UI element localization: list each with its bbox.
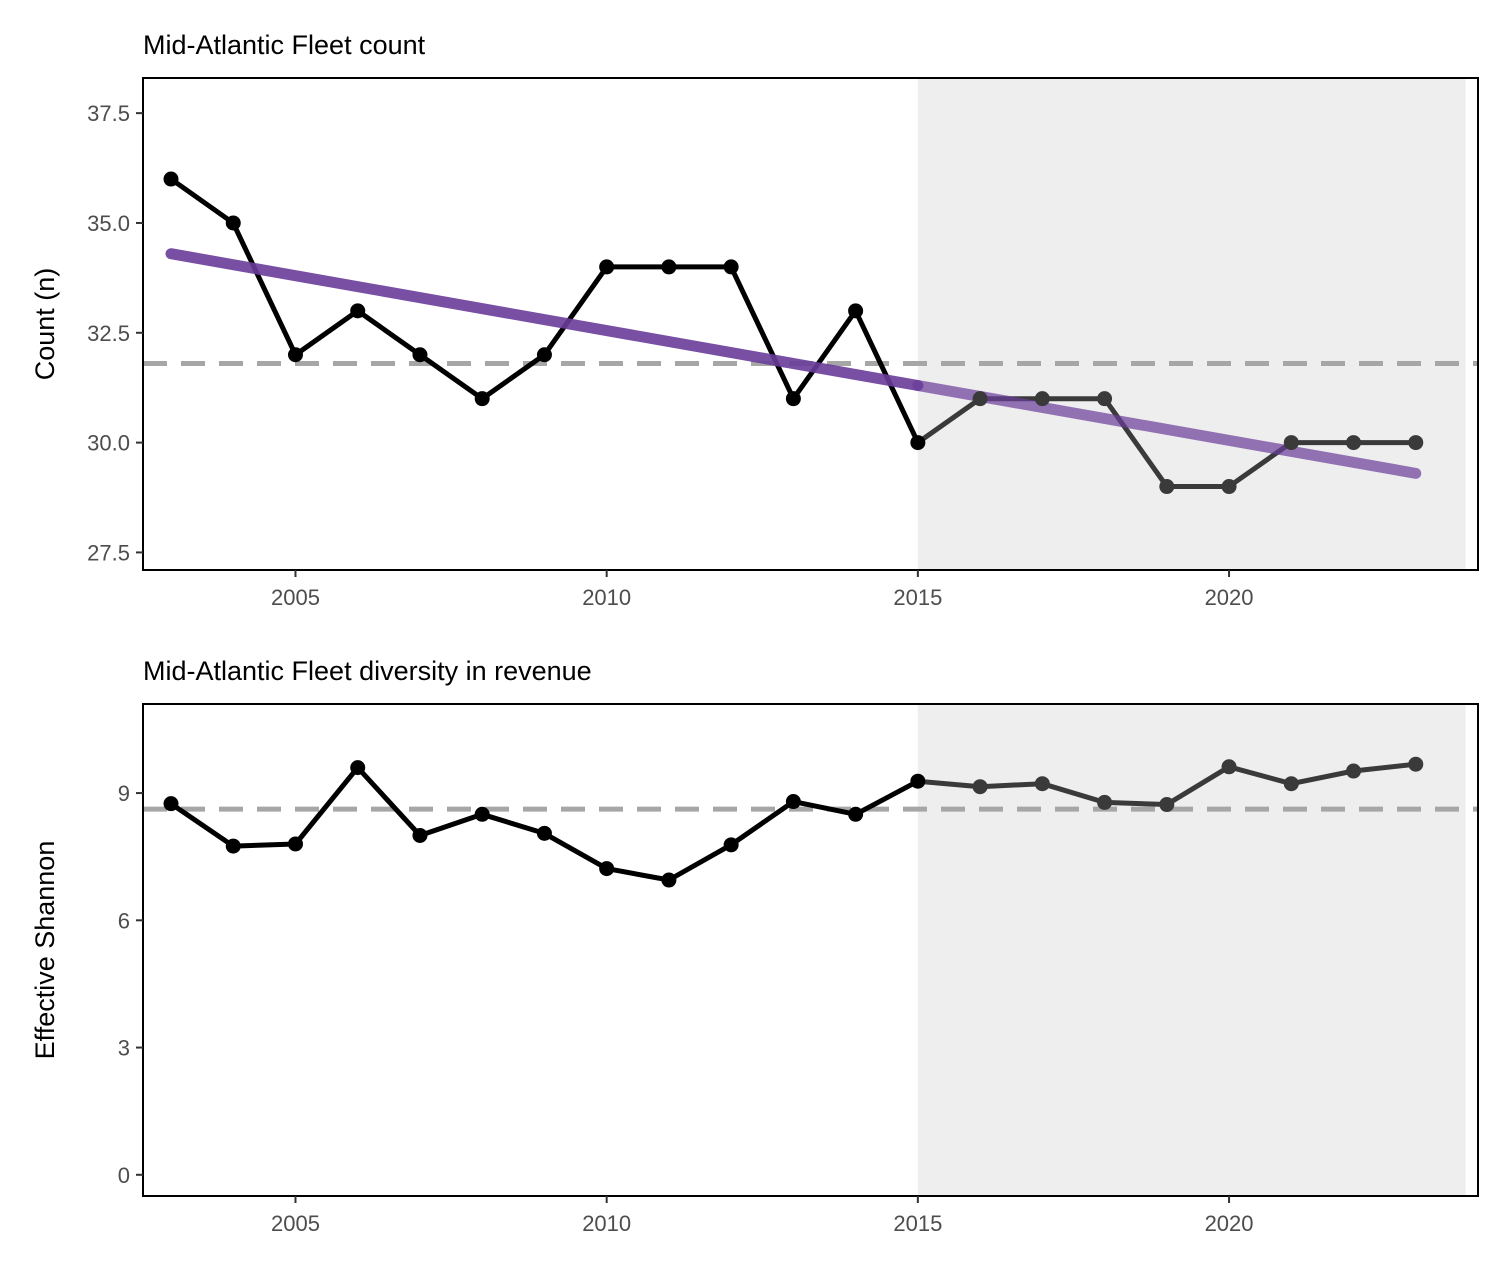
panel-2-data-point <box>972 779 988 795</box>
panel-2-data-point <box>723 837 739 853</box>
panel-1-data-point <box>412 347 428 363</box>
panel-1-data-point <box>163 171 179 187</box>
panel-1-x-tick-label: 2020 <box>1205 585 1254 610</box>
panel-2-data-point <box>163 796 179 812</box>
panel-1-data-point <box>972 391 988 407</box>
panel-1-recent-period-shade <box>917 78 1466 570</box>
panel-1-y-tick-label: 32.5 <box>87 321 130 346</box>
panel-2-x-tick-label: 2005 <box>271 1211 320 1236</box>
panel-2-data-point <box>848 806 864 822</box>
panel-2-data-point <box>474 806 490 822</box>
panel-2-y-tick-label: 3 <box>118 1036 130 1061</box>
panel-2-x-tick-label: 2020 <box>1205 1211 1254 1236</box>
panel-1-x-tick-label: 2015 <box>893 585 942 610</box>
panel-1-title: Mid-Atlantic Fleet count <box>143 30 426 60</box>
panel-1-data-point <box>1034 391 1050 407</box>
panel-2-data-point <box>1097 794 1113 810</box>
panel-2-data-point <box>661 872 677 888</box>
panel-1-data-point <box>350 303 366 319</box>
panel-1-plot-area: 27.5 30.0 32.5 35.0 37.5 2005 2010 2015 2020 <box>87 77 1479 610</box>
panel-1-data-point <box>1408 435 1424 451</box>
panel-2-data-point <box>225 838 241 854</box>
panel-1-y-axis-label: Count (n) <box>30 268 60 381</box>
panel-1-x-tick-label: 2010 <box>582 585 631 610</box>
panel-2-data-point <box>1283 776 1299 792</box>
panel-2-y-tick-label: 6 <box>118 908 130 933</box>
panel-1-trend-line-historical <box>165 248 924 391</box>
panel-2-data-point <box>536 825 552 841</box>
panel-2-data-point <box>412 827 428 843</box>
panel-2-data-point <box>350 760 366 776</box>
panel-2-data-point <box>1346 763 1362 779</box>
panel-1-trend-line-recent <box>912 380 1422 479</box>
panel-1-data-point <box>661 259 677 275</box>
panel-1-series-line-historical <box>169 176 921 444</box>
panel-1-y-tick-label: 30.0 <box>87 431 130 456</box>
panel-1-x-tick-label: 2005 <box>271 585 320 610</box>
panel-2-title: Mid-Atlantic Fleet diversity in revenue <box>143 656 592 686</box>
panel-1-data-point <box>785 391 801 407</box>
panel-2-recent-period-shade <box>917 704 1466 1196</box>
panel-2-data-point <box>1159 797 1175 813</box>
panel-2-data-point <box>287 836 303 852</box>
panel-fleet-count: Mid-Atlantic Fleet count Count (n) 27.5 3… <box>30 30 1479 610</box>
panel-1-data-point <box>723 259 739 275</box>
panel-1-data-point <box>1159 479 1175 495</box>
panel-2-data-point <box>1034 776 1050 792</box>
panel-1-data-point <box>536 347 552 363</box>
panel-2-panel-border <box>142 703 1479 1197</box>
panel-1-data-point <box>225 215 241 231</box>
panel-1-data-point <box>474 391 490 407</box>
panel-2-data-point <box>1408 756 1424 772</box>
panel-2-plot-area: 0 3 6 9 2005 2010 2015 2020 <box>118 703 1479 1236</box>
panel-1-data-point <box>848 303 864 319</box>
panel-2-series-line-historical <box>169 765 920 883</box>
panel-1-data-point <box>1221 479 1237 495</box>
panel-1-data-point <box>1346 435 1362 451</box>
panel-1-data-point <box>599 259 615 275</box>
panel-1-data-point <box>910 435 926 451</box>
panel-1-y-tick-label: 27.5 <box>87 540 130 565</box>
panel-2-x-tick-label: 2015 <box>893 1211 942 1236</box>
panel-2-data-point <box>910 773 926 789</box>
panel-1-panel-border <box>142 77 1479 571</box>
panel-2-data-point <box>785 794 801 810</box>
panel-1-y-tick-label: 35.0 <box>87 211 130 236</box>
panel-1-data-point <box>1097 391 1113 407</box>
panel-2-y-axis-label: Effective Shannon <box>30 841 60 1060</box>
panel-fleet-diversity: Mid-Atlantic Fleet diversity in revenue … <box>30 656 1479 1236</box>
panel-1-data-point <box>1283 435 1299 451</box>
panel-2-x-tick-label: 2010 <box>582 1211 631 1236</box>
panel-1-y-tick-label: 37.5 <box>87 101 130 126</box>
panel-2-y-tick-label: 9 <box>118 781 130 806</box>
panel-1-data-point <box>287 347 303 363</box>
panel-2-data-point <box>599 861 615 877</box>
panel-2-y-tick-label: 0 <box>118 1163 130 1188</box>
panel-2-data-point <box>1221 759 1237 775</box>
